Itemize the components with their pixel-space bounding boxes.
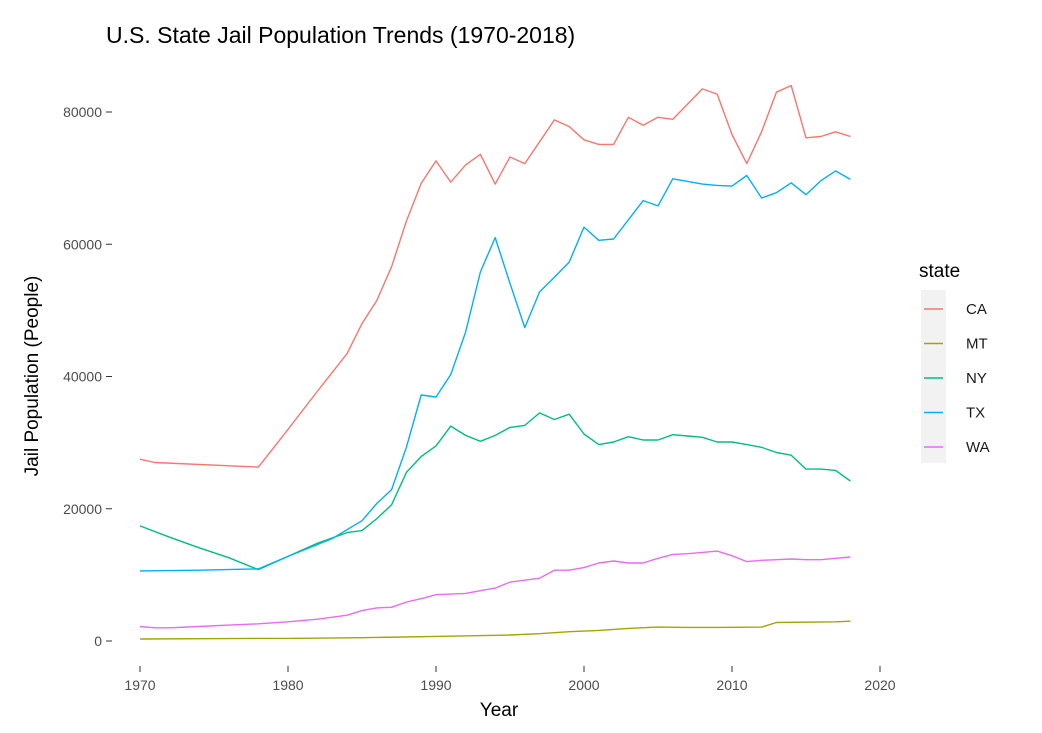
legend: state CA MT NY TX WA (919, 261, 990, 463)
series-line-ca (139, 84, 851, 468)
series-line-tx (139, 170, 851, 572)
x-tick-label: 2010 (716, 677, 747, 693)
y-tick-label: 40000 (63, 369, 102, 385)
x-tick-label: 2020 (864, 677, 895, 693)
x-tick-label: 2000 (568, 677, 599, 693)
legend-label-mt: MT (966, 336, 988, 353)
series-line-ny (139, 412, 851, 571)
y-tick-label: 60000 (63, 236, 102, 252)
legend-title: state (919, 261, 960, 282)
y-axis: 0 20000 40000 60000 80000 (63, 104, 112, 649)
legend-label-tx: TX (966, 405, 985, 422)
x-tick-label: 1970 (124, 677, 155, 693)
x-axis-title: Year (480, 700, 519, 721)
x-tick-label: 1990 (420, 677, 451, 693)
y-axis-title: Jail Population (People) (22, 276, 43, 477)
y-tick-label: 0 (94, 633, 102, 649)
plot-area (139, 84, 851, 640)
legend-label-ny: NY (966, 370, 987, 387)
legend-key-background (921, 290, 946, 463)
x-tick-label: 1980 (272, 677, 303, 693)
y-tick-label: 20000 (63, 501, 102, 517)
y-tick-label: 80000 (63, 104, 102, 120)
series-line-mt (139, 620, 851, 640)
x-axis: 1970 1980 1990 2000 2010 2020 (124, 666, 896, 693)
legend-label-wa: WA (966, 439, 990, 456)
legend-label-ca: CA (966, 301, 987, 318)
series-line-wa (139, 550, 851, 629)
chart-title: U.S. State Jail Population Trends (1970-… (106, 22, 575, 48)
